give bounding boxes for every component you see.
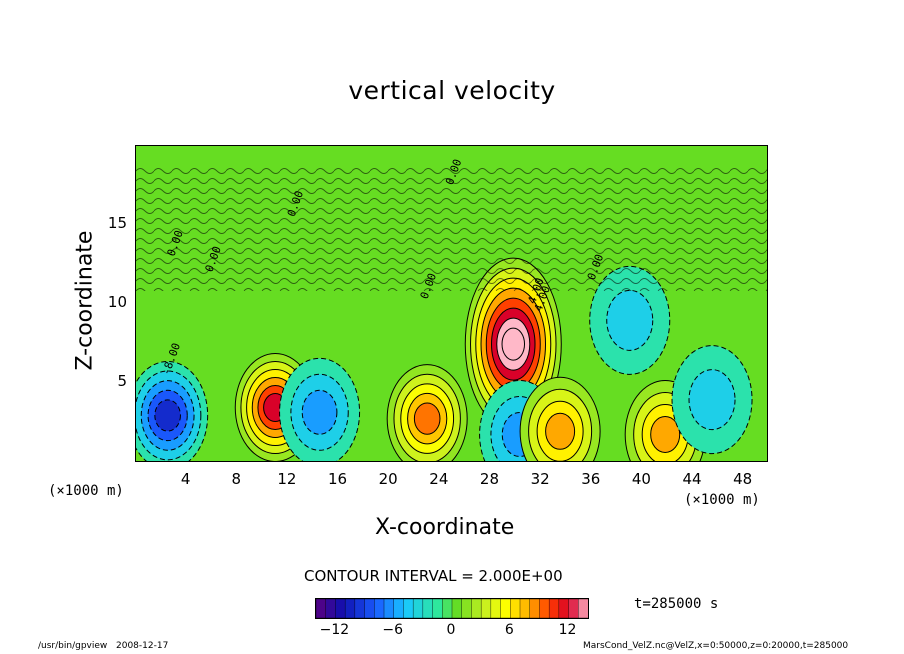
colorbar-segment	[315, 598, 327, 619]
colorbar-segment	[393, 598, 405, 619]
colorbar-segment	[500, 598, 511, 619]
colorbar-segment	[422, 598, 434, 619]
x-tick-label: 16	[328, 470, 348, 488]
upper-contour-noise	[136, 166, 767, 291]
colorbar-segment	[558, 598, 570, 619]
y-axis-label: Z-coordinate	[72, 230, 98, 371]
x-tick-label: 40	[631, 470, 651, 488]
x-tick-label: 4	[180, 470, 191, 488]
colorbar-segment	[519, 598, 531, 619]
time-label: t=285000 s	[634, 596, 719, 612]
plot-area: 0.00 -8.00 4.00 0.00 0.00 0.00 0.00 4.00 0.00	[135, 145, 768, 462]
colorbar-segment	[578, 598, 589, 619]
footer-source: MarsCond_VelZ.nc@VelZ,x=0:50000,z=0:2000…	[583, 641, 849, 651]
downdraft-cell	[279, 357, 361, 461]
y-tick-label: 5	[117, 372, 127, 390]
colorbar-segment	[510, 598, 521, 619]
colorbar-segment	[383, 598, 395, 619]
colorbar-segment	[451, 598, 463, 619]
x-tick-label: 12	[277, 470, 297, 488]
colorbar-tick-label: 12	[558, 622, 577, 638]
colorbar-segment	[412, 598, 424, 619]
colorbar-segment	[490, 598, 502, 619]
updraft-cell	[386, 364, 468, 461]
downdraft-cell	[589, 265, 671, 375]
colorbar-segment	[442, 598, 453, 619]
velocity-features	[136, 257, 753, 461]
colorbar-segment	[344, 598, 356, 619]
colorbar-segment	[568, 598, 579, 619]
x-tick-label: 32	[530, 470, 550, 488]
colorbar-tick-label: −12	[319, 622, 350, 638]
x-tick-label: 44	[682, 470, 702, 488]
x-axis-unit: (×1000 m)	[684, 492, 760, 508]
colorbar-segment	[529, 598, 541, 619]
contour-interval-text: CONTOUR INTERVAL = 2.000E+00	[304, 567, 563, 585]
y-axis-unit: (×1000 m)	[48, 483, 124, 499]
footer-program: /usr/bin/gpview	[38, 641, 108, 651]
colorbar	[315, 598, 589, 619]
colorbar-segment	[403, 598, 414, 619]
updraft-cell	[519, 376, 601, 461]
chart-title: vertical velocity	[348, 76, 556, 105]
x-tick-label: 8	[231, 470, 242, 488]
colorbar-segment	[548, 598, 560, 619]
colorbar-tick-label: −6	[382, 622, 404, 638]
y-tick-label: 15	[107, 214, 127, 232]
colorbar-segment	[374, 598, 385, 619]
colorbar-segment	[335, 598, 346, 619]
footer-date: 2008-12-17	[116, 641, 169, 651]
x-tick-label: 28	[479, 470, 500, 488]
y-tick-label: 10	[107, 293, 127, 311]
downdraft-cell	[136, 360, 209, 461]
colorbar-tick-label: 6	[504, 622, 514, 638]
x-tick-label: 24	[429, 470, 449, 488]
x-tick-label: 36	[581, 470, 601, 488]
x-tick-label: 48	[733, 470, 753, 488]
x-tick-label: 20	[378, 470, 398, 488]
colorbar-segment	[461, 598, 473, 619]
colorbar-tick-label: 0	[446, 622, 456, 638]
colorbar-segment	[354, 598, 366, 619]
colorbar-segment	[539, 598, 550, 619]
colorbar-segment	[364, 598, 375, 619]
colorbar-segment	[432, 598, 443, 619]
colorbar-segment	[325, 598, 337, 619]
x-axis-label: X-coordinate	[375, 515, 515, 540]
colorbar-segment	[480, 598, 492, 619]
colorbar-segment	[471, 598, 482, 619]
downdraft-cell	[671, 345, 753, 455]
